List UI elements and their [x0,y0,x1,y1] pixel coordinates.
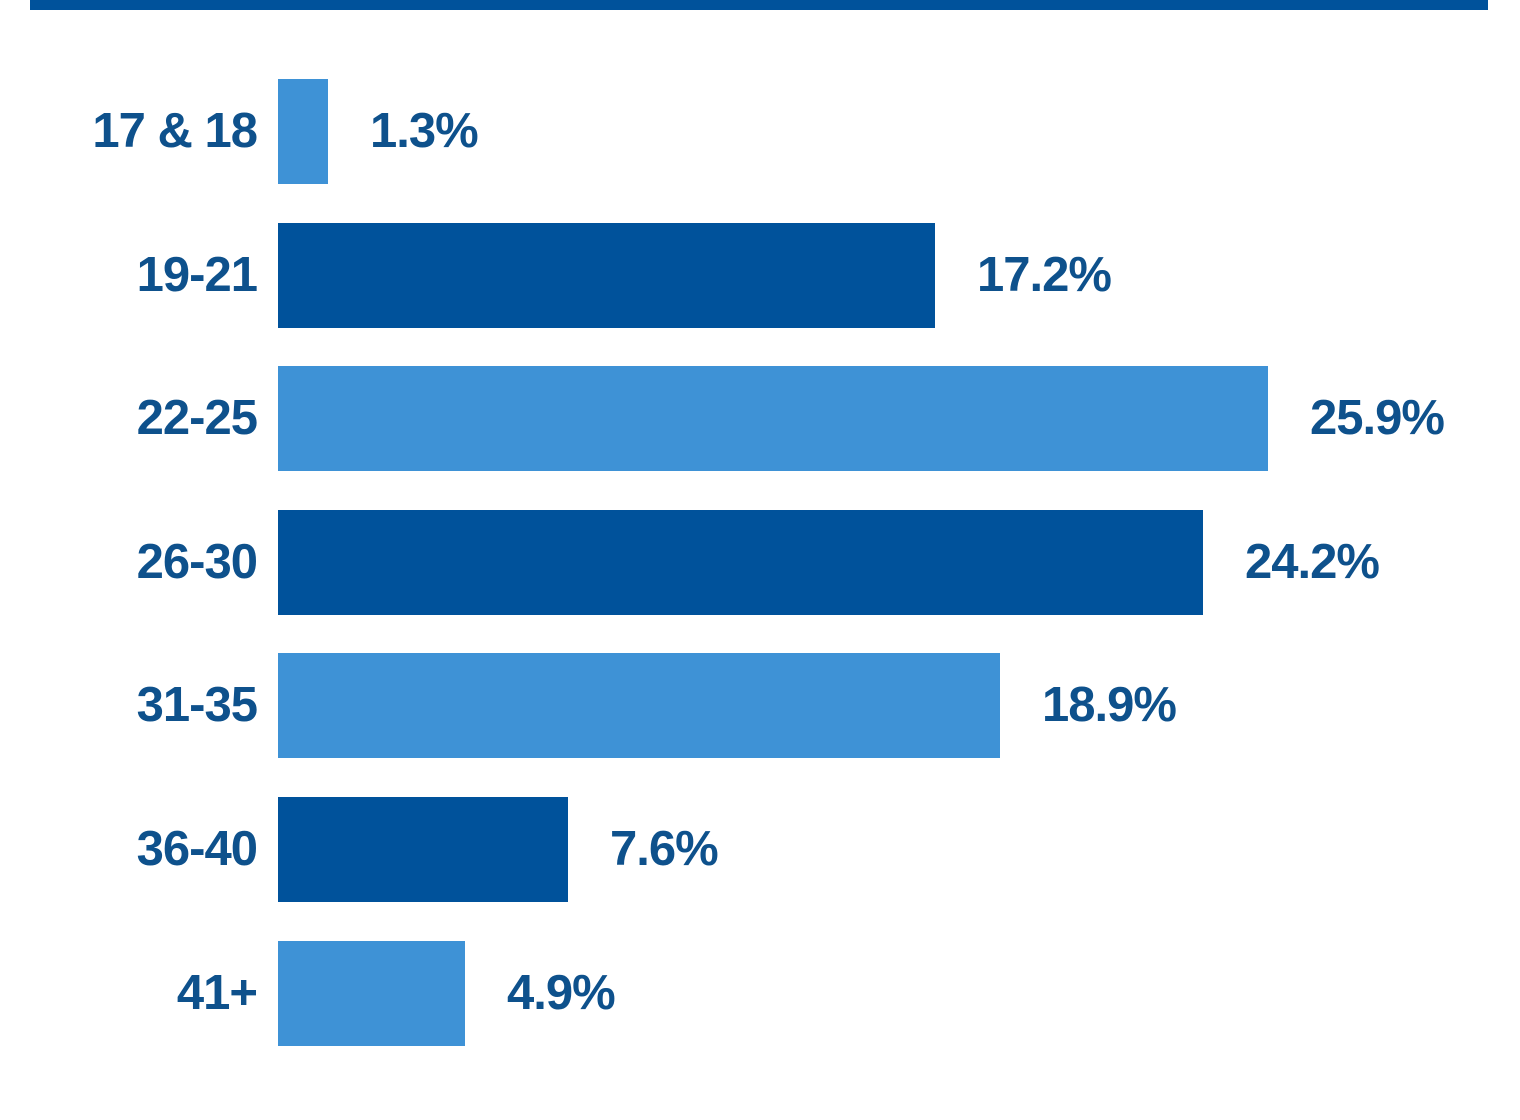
value-label: 1.3% [370,104,479,158]
bar [278,796,568,902]
chart-row: 26-30 24.2% [0,509,1444,615]
bar [278,653,1000,759]
category-label: 26-30 [136,534,258,589]
chart-row: 22-25 25.9% [0,366,1445,472]
bar [278,509,1203,615]
chart-row: 31-35 18.9% [0,653,1444,759]
category-label: 17 & 18 [92,104,258,158]
category-label: 19-21 [136,247,258,302]
category-label: 41+ [176,965,258,1020]
value-label: 24.2% [1245,534,1380,589]
category-label: 22-25 [136,391,258,446]
bar [278,940,465,1046]
value-label: 4.9% [507,965,616,1020]
value-label: 17.2% [977,247,1112,302]
bar [278,366,1268,472]
bar [278,222,935,328]
bar-chart-area: 17 & 18 1.3% 19-21 17.2% 22-25 25.9% 26-… [0,79,1445,1046]
chart-row: 17 & 18 1.3% [0,79,1444,184]
category-label: 31-35 [136,678,258,733]
category-label: 36-40 [136,821,258,876]
bar [278,79,328,184]
value-label: 7.6% [610,821,719,876]
chart-row: 19-21 17.2% [0,222,1444,328]
chart-row: 36-40 7.6% [0,796,1444,902]
value-label: 18.9% [1042,678,1177,733]
chart-row: 41+ 4.9% [0,940,1444,1046]
top-banner-strip [30,0,1488,10]
value-label: 25.9% [1310,391,1445,446]
